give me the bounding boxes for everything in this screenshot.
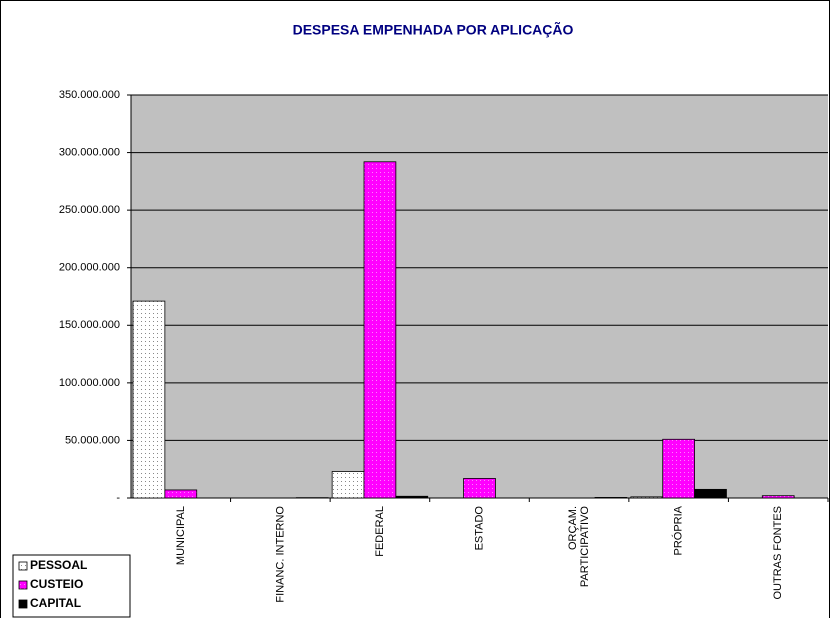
bar — [761, 495, 795, 499]
x-tick-label: PRÓPRIA — [672, 505, 685, 555]
legend-label: PESSOAL — [30, 558, 87, 572]
y-tick-label: 350.000.000 — [59, 89, 120, 101]
bar — [363, 161, 397, 499]
bar — [630, 496, 664, 499]
legend-label: CAPITAL — [30, 596, 81, 610]
legend-swatch — [18, 561, 28, 571]
chart-title: DESPESA EMPENHADA POR APLICAÇÃO — [293, 21, 574, 38]
x-tick-label: FINANC. INTERNO — [274, 506, 286, 603]
legend-swatch — [18, 580, 28, 590]
bar — [463, 478, 496, 499]
y-tick-label: 300.000.000 — [59, 146, 120, 158]
y-tick-label: 200.000.000 — [59, 262, 120, 274]
x-tick-label: ESTADO — [473, 506, 485, 551]
x-tick-label: MUNICIPAL — [175, 506, 187, 565]
y-tick-label: - — [116, 492, 120, 504]
bar — [395, 495, 429, 499]
legend-label: CUSTEIO — [30, 577, 83, 591]
x-tick-label: OUTRAS FONTES — [772, 506, 784, 600]
bar — [694, 488, 727, 499]
bar — [164, 489, 198, 499]
legend-box — [12, 554, 131, 618]
bar — [662, 438, 695, 499]
x-tick-label: ORÇAM.PARTICIPATIVO — [567, 506, 591, 588]
bar — [594, 497, 628, 499]
plot-area — [131, 95, 828, 498]
y-tick-label: 100.000.000 — [59, 377, 120, 389]
y-tick-label: 150.000.000 — [59, 319, 120, 331]
x-tick-label: FEDERAL — [374, 506, 386, 557]
bar — [331, 471, 365, 499]
bar — [132, 300, 166, 499]
y-tick-label: 50.000.000 — [65, 434, 120, 446]
legend-swatch — [18, 599, 28, 609]
y-tick-label: 250.000.000 — [59, 204, 120, 216]
